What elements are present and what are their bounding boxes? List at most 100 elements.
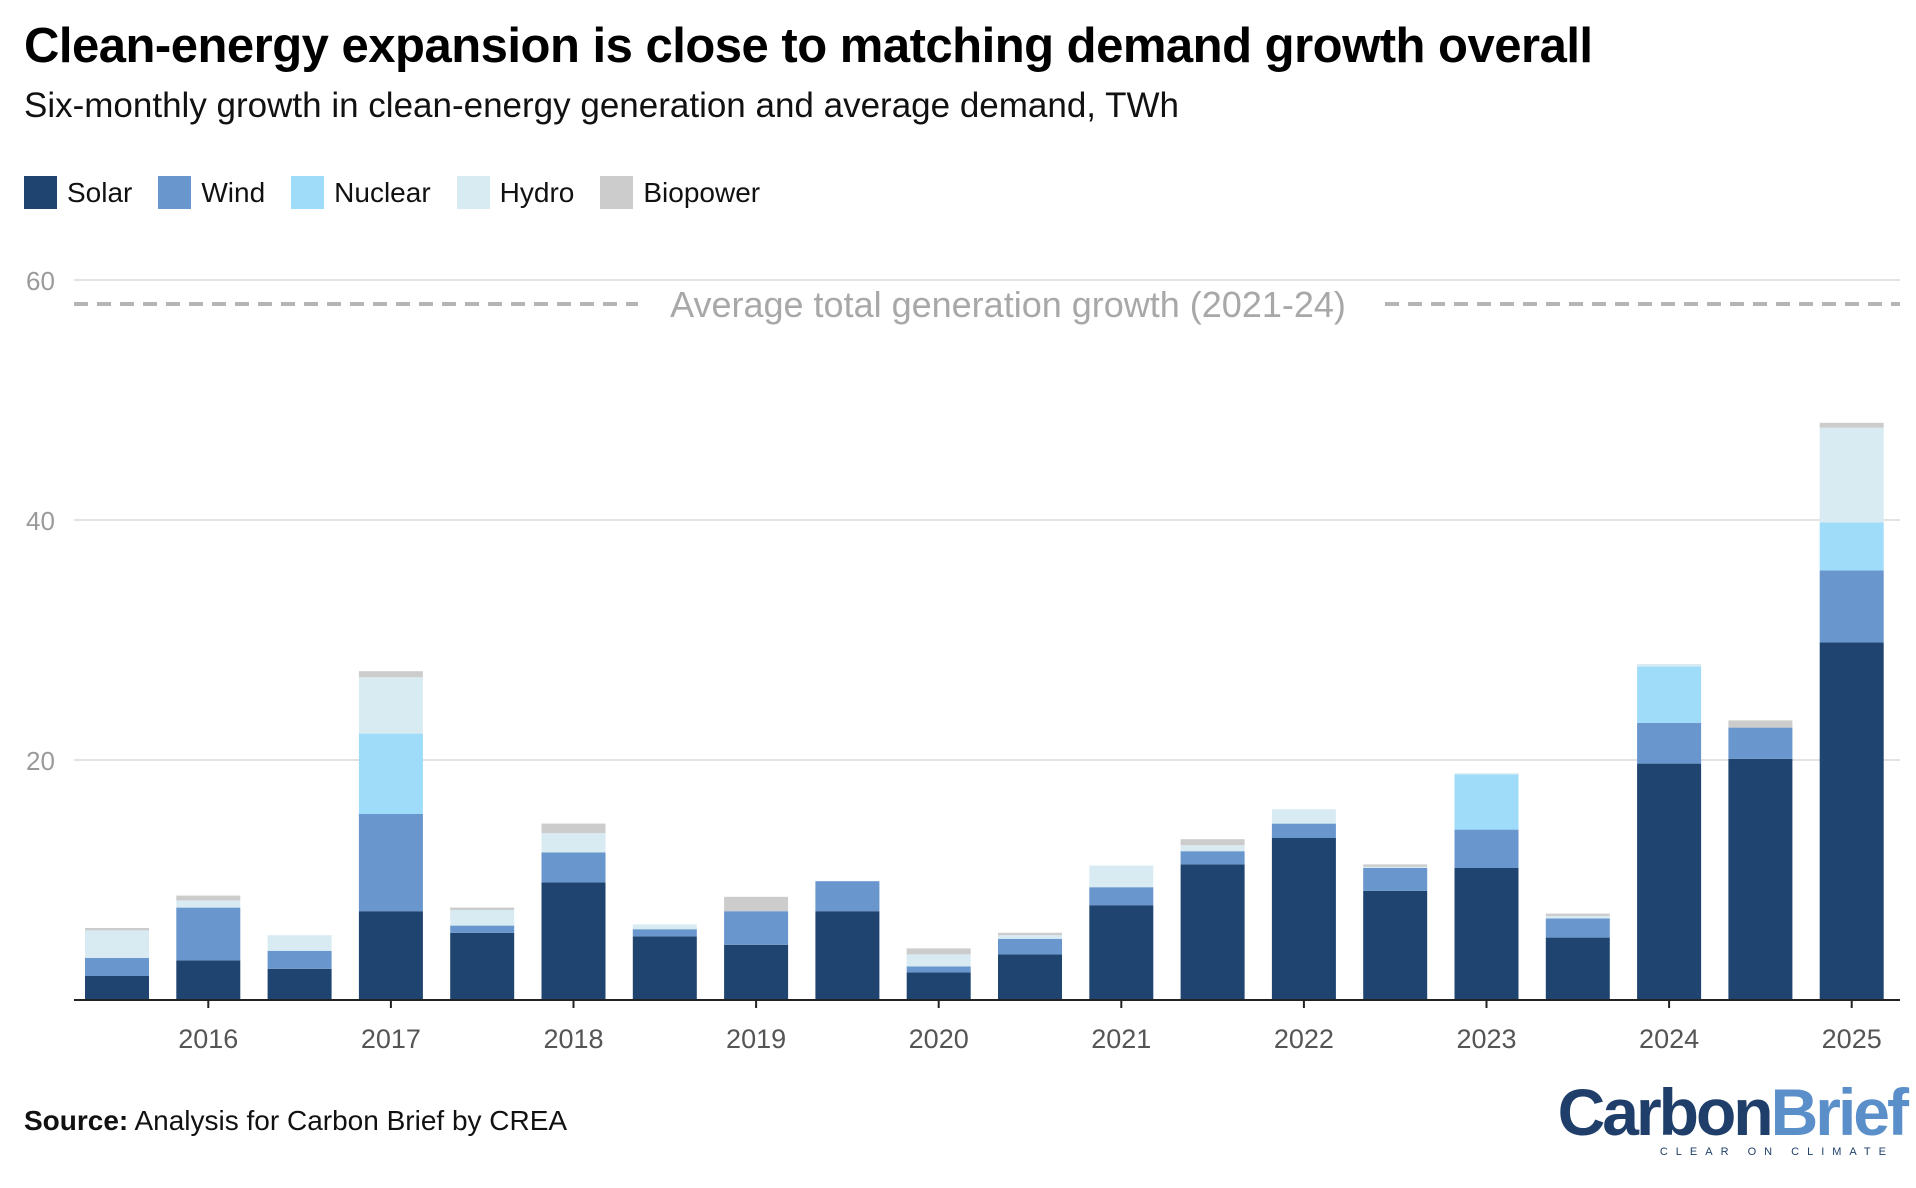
- bar-hydro-17: [1637, 664, 1702, 667]
- bar-wind-19: [1819, 570, 1884, 643]
- bar-nuclear-19: [1819, 522, 1884, 571]
- bar-nuclear-17: [1637, 666, 1702, 723]
- legend-item-solar: Solar: [24, 176, 132, 209]
- logo-tagline: CLEAR ON CLIMATE: [1659, 1146, 1894, 1158]
- bar-hydro-19: [1819, 427, 1884, 523]
- x-tick-label-2021: 2021: [1091, 1024, 1151, 1054]
- x-tick-label-2022: 2022: [1274, 1024, 1334, 1054]
- bar-wind-6: [632, 929, 697, 937]
- bar-solar-10: [998, 954, 1062, 1000]
- bar-hydro-1: [176, 900, 241, 908]
- bar-wind-8: [815, 881, 880, 912]
- legend-label-hydro: Hydro: [499, 176, 575, 208]
- x-tick-label-2018: 2018: [543, 1024, 603, 1054]
- bar-solar-3: [358, 911, 423, 1000]
- x-tick-label-2023: 2023: [1456, 1024, 1516, 1054]
- bar-solar-11: [1089, 905, 1154, 1000]
- legend-label-solar: Solar: [67, 176, 133, 208]
- bar-hydro-9: [906, 954, 971, 967]
- bar-biopower-5: [541, 823, 606, 834]
- bar-solar-15: [1454, 868, 1519, 1000]
- bar-wind-4: [450, 925, 515, 933]
- bar-solar-4: [450, 932, 515, 1000]
- bar-wind-10: [998, 938, 1062, 955]
- legend-swatch-solar: [24, 176, 57, 209]
- bar-hydro-16: [1545, 916, 1610, 919]
- logo-brief: Brief: [1770, 1075, 1909, 1149]
- source-note: Source: Analysis for Carbon Brief by CRE…: [24, 1105, 567, 1137]
- bar-wind-12: [1180, 851, 1245, 865]
- bar-wind-3: [358, 814, 423, 912]
- bar-solar-12: [1180, 864, 1245, 1000]
- bar-wind-7: [724, 911, 789, 945]
- bar-wind-14: [1363, 868, 1428, 891]
- bar-hydro-12: [1180, 845, 1245, 852]
- x-tick-label-2016: 2016: [178, 1024, 238, 1054]
- source-text: Analysis for Carbon Brief by CREA: [134, 1105, 568, 1136]
- source-label: Source:: [24, 1105, 129, 1136]
- bar-solar-13: [1271, 838, 1336, 1000]
- bar-nuclear-15: [1454, 774, 1519, 830]
- legend-label-nuclear: Nuclear: [334, 176, 431, 208]
- legend-swatch-hydro: [456, 176, 490, 209]
- y-tick-label-20: 20: [26, 746, 55, 776]
- bar-solar-9: [906, 972, 971, 1000]
- bar-hydro-14: [1363, 866, 1428, 868]
- bar-wind-5: [541, 852, 606, 883]
- legend-swatch-nuclear: [291, 176, 325, 209]
- bar-wind-13: [1271, 823, 1336, 838]
- bar-wind-9: [906, 966, 971, 973]
- bar-hydro-4: [450, 910, 515, 926]
- bar-wind-2: [267, 950, 332, 969]
- bar-biopower-12: [1180, 839, 1245, 846]
- bar-hydro-10: [998, 935, 1062, 939]
- bar-wind-0: [85, 958, 149, 976]
- bar-solar-2: [267, 968, 332, 1000]
- x-tick-label-2025: 2025: [1822, 1024, 1882, 1054]
- legend-label-wind: Wind: [201, 176, 266, 208]
- bar-hydro-3: [358, 677, 423, 734]
- bar-solar-19: [1819, 642, 1884, 1000]
- reference-label-background: [638, 282, 1378, 326]
- chart-subtitle: Six-monthly growth in clean-energy gener…: [24, 86, 1179, 125]
- bar-solar-1: [176, 960, 241, 1000]
- carbon-brief-logo: CarbonBrief CLEAR ON CLIMATE: [1558, 1079, 1909, 1158]
- legend-item-nuclear: Nuclear: [291, 176, 431, 209]
- x-tick-label-2020: 2020: [909, 1024, 969, 1054]
- y-tick-label-40: 40: [26, 506, 55, 536]
- bar-biopower-4: [450, 907, 515, 910]
- bar-hydro-15: [1454, 773, 1519, 775]
- chart-title: Clean-energy expansion is close to match…: [24, 19, 1593, 73]
- bar-solar-5: [541, 882, 606, 1000]
- bar-solar-18: [1728, 758, 1793, 1000]
- bar-solar-14: [1363, 890, 1428, 1000]
- bar-biopower-1: [176, 895, 241, 901]
- bar-biopower-18: [1728, 720, 1793, 728]
- bar-hydro-0: [85, 930, 149, 958]
- bar-wind-18: [1728, 727, 1793, 759]
- chart-legend: Solar Wind Nuclear Hydro Biopower: [24, 176, 760, 209]
- x-tick-label-2024: 2024: [1639, 1024, 1699, 1054]
- bar-solar-8: [815, 911, 880, 1000]
- bar-biopower-16: [1545, 913, 1610, 916]
- y-tick-label-60: 60: [26, 266, 55, 296]
- legend-label-biopower: Biopower: [643, 176, 761, 208]
- bar-biopower-0: [85, 928, 149, 931]
- bar-wind-11: [1089, 887, 1154, 906]
- reference-line-label: Average total generation growth (2021-24…: [670, 284, 1346, 325]
- bar-biopower-9: [906, 948, 971, 955]
- legend-swatch-wind: [158, 176, 192, 209]
- stacked-bar-chart: 20 40 60 2016 2017 2018 2019 2020 2021 2022 2023 20…: [26, 266, 1900, 1054]
- logo-wordmark: CarbonBrief: [1558, 1079, 1909, 1145]
- bar-wind-17: [1637, 722, 1702, 764]
- bar-solar-0: [85, 976, 149, 1000]
- legend-item-biopower: Biopower: [600, 176, 760, 209]
- legend-swatch-biopower: [600, 176, 634, 209]
- bar-biopower-14: [1363, 864, 1428, 867]
- legend-item-hydro: Hydro: [456, 176, 575, 209]
- logo-carbon: Carbon: [1557, 1075, 1774, 1149]
- bar-hydro-6: [632, 924, 697, 930]
- bar-wind-1: [176, 907, 241, 961]
- bar-hydro-11: [1089, 865, 1154, 888]
- bar-solar-6: [632, 936, 697, 1000]
